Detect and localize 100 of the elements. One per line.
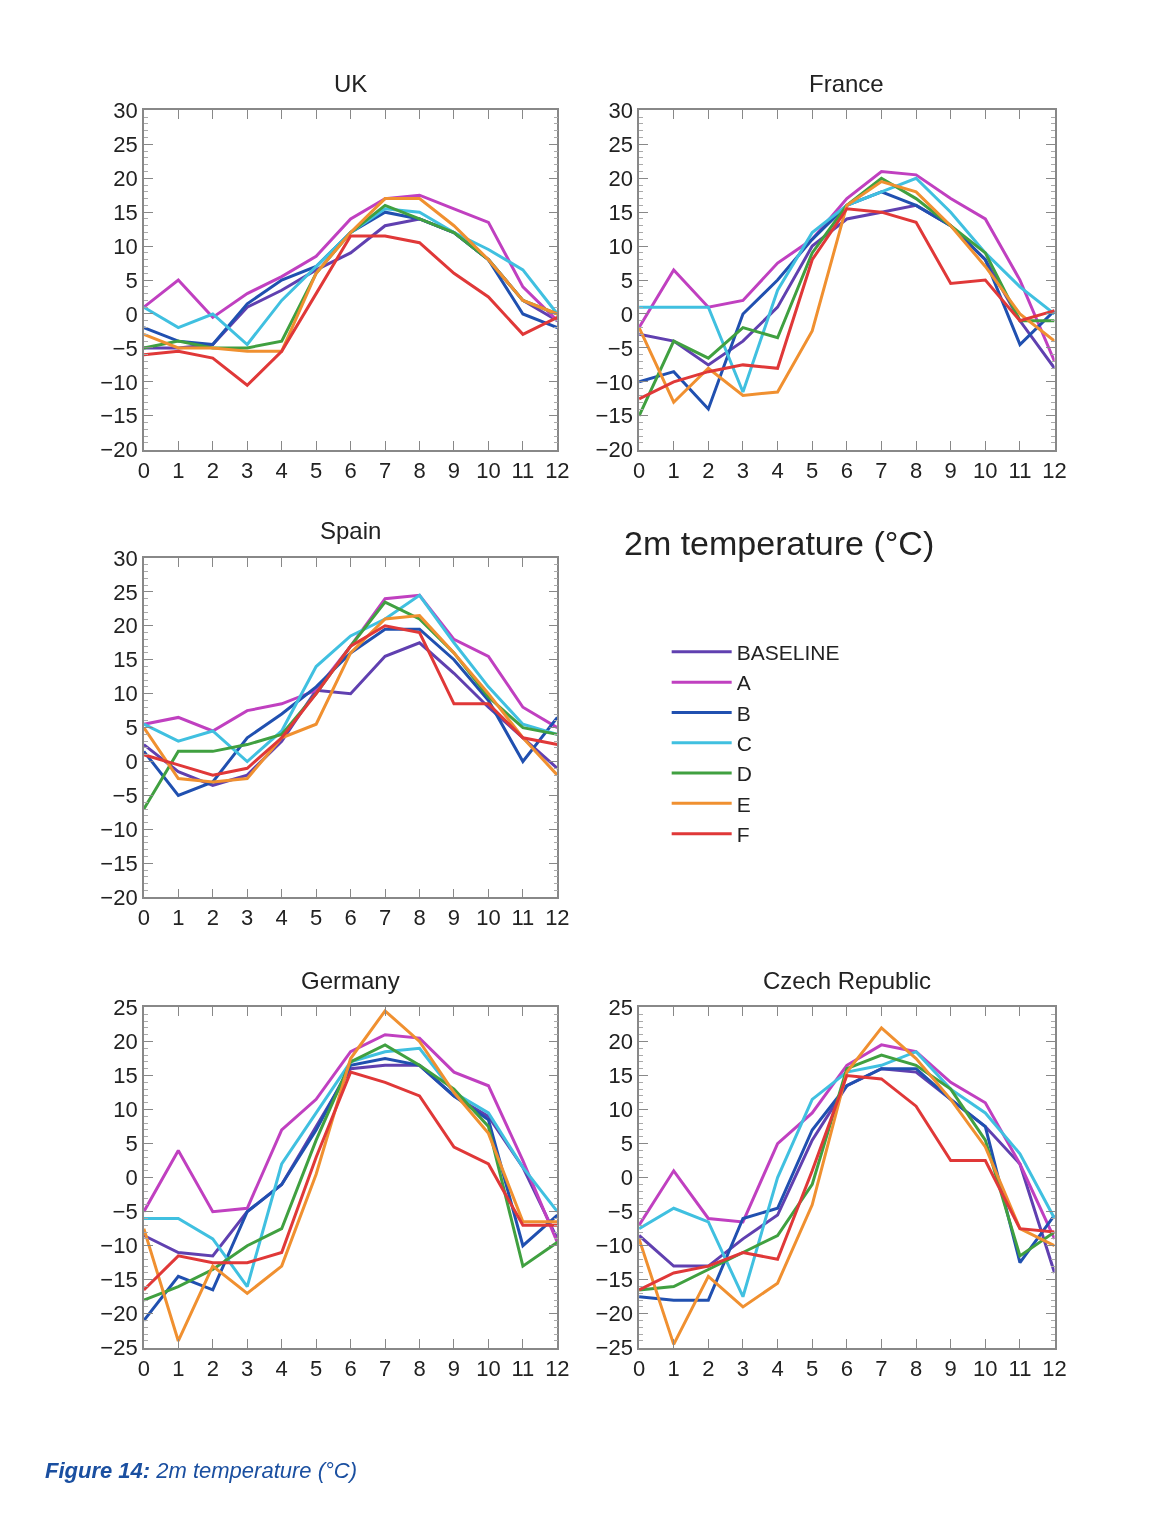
y-tick-label: −10 [100,369,138,395]
x-tick-label: 2 [206,457,219,483]
y-tick-label: 5 [620,267,633,293]
y-tick-label: 15 [608,1063,633,1089]
y-tick-label: 15 [113,1063,138,1089]
x-tick-label: 4 [275,457,288,483]
caption: Figure 14: 2m temperature (°C) [45,1458,357,1483]
y-tick-label: 10 [608,233,633,259]
legend-label: E [736,792,751,816]
x-tick-label: 6 [840,1355,853,1381]
x-tick-label: 1 [172,457,185,483]
x-tick-label: 8 [413,457,426,483]
x-tick-label: 6 [344,457,357,483]
y-tick-label: −20 [100,884,138,910]
x-tick-label: 11 [1008,457,1032,483]
x-tick-label: 12 [545,1355,570,1381]
x-tick-label: 9 [447,905,461,931]
x-tick-label: 4 [771,1355,784,1381]
x-tick-label: 5 [310,457,323,483]
x-tick-label: 8 [909,457,923,483]
y-tick-label: 20 [608,1029,633,1055]
legend-label: B [736,701,751,725]
y-tick-label: 25 [608,995,633,1021]
y-tick-label: 5 [125,267,138,293]
y-tick-label: −15 [100,1267,138,1293]
x-tick-label: 7 [378,457,392,483]
x-tick-label: 5 [310,1355,323,1381]
y-tick-label: 0 [125,301,138,327]
chart-title: Czech Republic [763,967,932,994]
x-tick-label: 8 [909,1355,923,1381]
y-tick-label: 30 [608,98,633,124]
y-tick-label: 25 [113,995,138,1021]
x-tick-label: 9 [447,1355,461,1381]
x-tick-label: 12 [545,905,570,931]
x-tick-label: 7 [875,457,888,483]
x-tick-label: 2 [702,1355,715,1381]
x-tick-label: 10 [476,905,501,931]
x-tick-label: 9 [944,457,957,483]
x-tick-label: 4 [275,905,288,931]
x-tick-label: 4 [771,457,784,483]
x-tick-label: 9 [944,1355,957,1381]
x-tick-label: 11 [1008,1355,1032,1381]
chart-title: France [809,70,884,97]
y-tick-label: 30 [113,545,138,571]
y-tick-label: 15 [113,647,138,673]
y-tick-label: 20 [113,165,138,191]
x-tick-label: 7 [378,1355,392,1381]
x-tick-label: 7 [875,1355,888,1381]
x-tick-label: 6 [344,905,357,931]
x-tick-label: 8 [413,1355,426,1381]
y-tick-label: 20 [113,613,138,639]
legend-label: D [736,762,752,786]
y-tick-label: −10 [100,817,138,843]
x-tick-label: 10 [476,457,501,483]
x-tick-label: 5 [806,1355,819,1381]
legend-label: BASELINE [736,641,840,665]
x-tick-label: 3 [736,1355,750,1381]
y-tick-label: 25 [113,579,138,605]
x-tick-label: 3 [241,457,254,483]
x-tick-label: 2 [206,905,219,931]
y-tick-label: 0 [620,301,633,327]
y-tick-label: 5 [125,715,138,741]
y-tick-label: −15 [100,403,138,429]
y-tick-label: −20 [100,437,138,463]
x-tick-label: 10 [476,1355,501,1381]
text: 2m temperature (°C) [624,524,935,562]
y-tick-label: 30 [113,98,138,124]
x-tick-label: 1 [172,905,185,931]
y-tick-label: 15 [608,199,633,225]
x-tick-label: 11 [511,905,535,931]
y-tick-label: 5 [125,1131,138,1157]
x-tick-label: 3 [241,1355,254,1381]
y-tick-label: −5 [112,783,138,809]
y-tick-label: −15 [595,1267,633,1293]
x-tick-label: 11 [511,457,535,483]
chart-title: Germany [301,967,400,994]
y-tick-label: −15 [100,851,138,877]
y-tick-label: −10 [595,369,633,395]
x-tick-label: 12 [545,457,570,483]
y-tick-label: −5 [607,335,633,361]
x-tick-label: 10 [973,1355,998,1381]
y-tick-label: 10 [608,1097,633,1123]
chart-title: UK [334,70,368,97]
x-tick-label: 2 [702,457,715,483]
y-tick-label: −5 [607,1199,633,1225]
y-tick-label: 25 [608,132,633,157]
y-tick-label: −15 [595,403,633,429]
y-tick-label: 25 [113,132,138,157]
x-tick-label: 12 [1042,457,1067,483]
y-tick-label: 10 [113,1097,138,1123]
chart-title: Spain [320,517,382,544]
y-tick-label: −25 [595,1335,633,1361]
x-tick-label: 4 [275,1355,288,1381]
y-tick-label: 0 [125,749,138,775]
x-tick-label: 2 [206,1355,219,1381]
x-tick-label: 11 [511,1355,535,1381]
y-tick-label: 0 [620,1165,633,1191]
x-tick-label: 1 [172,1355,185,1381]
y-tick-label: −20 [100,1301,138,1327]
x-tick-label: 5 [806,457,819,483]
